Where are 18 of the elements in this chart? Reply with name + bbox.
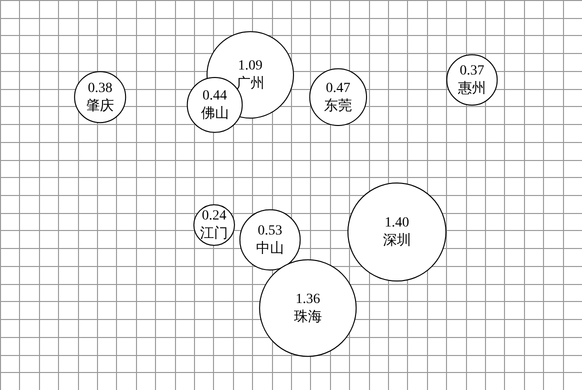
category-label: 广州 xyxy=(236,76,264,92)
category-label: 江门 xyxy=(200,226,228,242)
data-label: 0.53 xyxy=(258,224,282,239)
data-label: 1.09 xyxy=(238,58,263,74)
data-label: 0.38 xyxy=(88,80,112,96)
category-label: 东莞 xyxy=(324,98,352,114)
data-label: 0.44 xyxy=(202,88,228,104)
category-label: 肇庆 xyxy=(86,98,114,114)
category-label: 佛山 xyxy=(200,106,229,122)
data-label: 1.40 xyxy=(384,216,410,231)
data-label: 1.36 xyxy=(296,292,320,307)
data-label: 0.47 xyxy=(326,80,350,96)
category-label: 深圳 xyxy=(382,232,411,249)
category-label: 中山 xyxy=(256,240,284,257)
data-label: 0.37 xyxy=(460,64,484,79)
category-label: 惠州 xyxy=(457,80,486,97)
data-label: 0.24 xyxy=(202,208,226,224)
category-label: 珠海 xyxy=(294,308,322,325)
